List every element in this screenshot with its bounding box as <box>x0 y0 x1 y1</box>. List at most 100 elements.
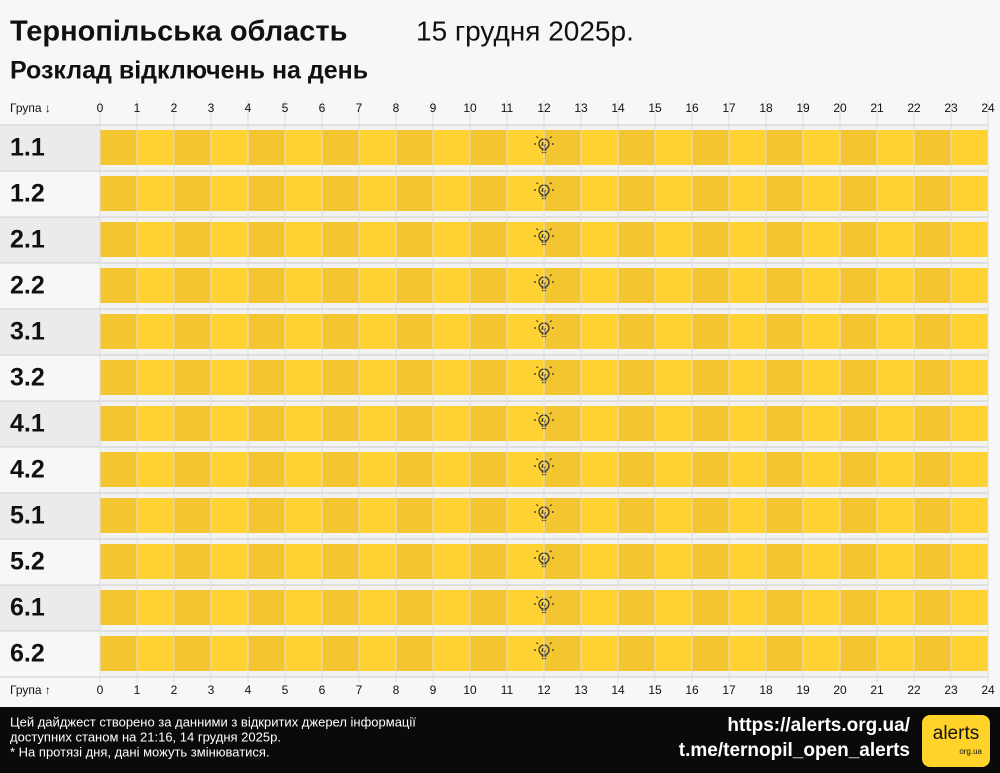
hour-cell <box>211 268 248 303</box>
hour-cell <box>396 130 433 165</box>
hour-cell <box>544 636 581 671</box>
hour-cell <box>655 176 692 211</box>
hour-cell <box>507 176 544 211</box>
hour-cell <box>285 452 322 487</box>
hour-cell <box>248 544 285 579</box>
hour-cell <box>692 222 729 257</box>
hour-cell <box>322 222 359 257</box>
hour-cell <box>470 590 507 625</box>
hour-cell <box>174 452 211 487</box>
hour-cell <box>322 406 359 441</box>
group-label: 6.2 <box>10 640 45 668</box>
hour-cell <box>100 498 137 533</box>
hour-label-bottom: 19 <box>796 683 810 697</box>
bulb-rays <box>534 182 554 191</box>
hour-label-top: 18 <box>759 101 773 115</box>
hour-cell <box>174 268 211 303</box>
hour-cell <box>914 498 951 533</box>
hour-cell <box>248 590 285 625</box>
hour-cell <box>618 268 655 303</box>
hour-cell <box>877 130 914 165</box>
subtitle: Розклад відключень на день <box>10 57 368 85</box>
hour-cell <box>655 314 692 349</box>
hour-cell <box>766 498 803 533</box>
hour-cell <box>359 498 396 533</box>
hour-cell <box>359 176 396 211</box>
link[interactable]: https://alerts.org.ua/ <box>727 715 910 736</box>
hour-cell <box>581 406 618 441</box>
hour-cell <box>359 314 396 349</box>
hour-cell <box>581 590 618 625</box>
hour-cell <box>359 360 396 395</box>
hour-cell <box>174 636 211 671</box>
hour-cell <box>951 130 988 165</box>
hour-label-top: 5 <box>282 101 289 115</box>
hour-cell <box>470 130 507 165</box>
hour-label-top: 16 <box>685 101 699 115</box>
hour-cell <box>174 544 211 579</box>
link[interactable]: t.me/ternopil_open_alerts <box>679 740 910 761</box>
group-label: 1.1 <box>10 134 45 162</box>
hour-cell <box>544 544 581 579</box>
hour-label-bottom: 18 <box>759 683 773 697</box>
hour-cell <box>100 176 137 211</box>
hour-label-top: 23 <box>944 101 958 115</box>
hour-cell <box>507 498 544 533</box>
hour-cell <box>729 130 766 165</box>
hour-label-bottom: 7 <box>356 683 363 697</box>
hour-cell <box>877 314 914 349</box>
hour-cell <box>396 406 433 441</box>
group-label: 1.2 <box>10 180 45 208</box>
hour-cell <box>729 498 766 533</box>
hour-label-bottom: 22 <box>907 683 921 697</box>
hour-cell <box>544 406 581 441</box>
hour-cell <box>951 636 988 671</box>
hour-cell <box>618 636 655 671</box>
hour-cell <box>803 636 840 671</box>
hour-cell <box>840 130 877 165</box>
hour-cell <box>285 130 322 165</box>
hour-cell <box>100 452 137 487</box>
hour-cell <box>507 360 544 395</box>
hour-label-top: 14 <box>611 101 625 115</box>
hour-cell <box>544 130 581 165</box>
hour-label-top: 2 <box>171 101 178 115</box>
hour-cell <box>840 406 877 441</box>
hour-cell <box>877 360 914 395</box>
hour-label-bottom: 6 <box>319 683 326 697</box>
hour-cell <box>766 590 803 625</box>
hour-cell <box>211 314 248 349</box>
hour-cell <box>951 452 988 487</box>
hour-cell <box>507 268 544 303</box>
hour-label-top: 6 <box>319 101 326 115</box>
hour-cell <box>692 590 729 625</box>
hour-cell <box>729 590 766 625</box>
hour-cell <box>951 498 988 533</box>
hour-cell <box>914 544 951 579</box>
hour-cell <box>581 314 618 349</box>
hour-cell <box>840 636 877 671</box>
hour-cell <box>692 268 729 303</box>
hour-cell <box>914 406 951 441</box>
hour-cell <box>766 452 803 487</box>
hour-cell <box>359 452 396 487</box>
hour-cell <box>211 544 248 579</box>
hour-label-bottom: 12 <box>537 683 551 697</box>
hour-cell <box>174 360 211 395</box>
hour-cell <box>433 314 470 349</box>
hour-cell <box>581 176 618 211</box>
hour-cell <box>137 498 174 533</box>
hour-label-bottom: 15 <box>648 683 662 697</box>
hour-label-bottom: 4 <box>245 683 252 697</box>
hour-cell <box>803 176 840 211</box>
hour-cell <box>470 498 507 533</box>
hour-cell <box>951 268 988 303</box>
hour-cell <box>655 268 692 303</box>
hour-cell <box>507 590 544 625</box>
hour-cell <box>396 314 433 349</box>
hour-cell <box>692 636 729 671</box>
hour-cell <box>655 222 692 257</box>
hour-label-bottom: 0 <box>97 683 104 697</box>
row-band <box>0 447 100 493</box>
hour-cell <box>137 544 174 579</box>
